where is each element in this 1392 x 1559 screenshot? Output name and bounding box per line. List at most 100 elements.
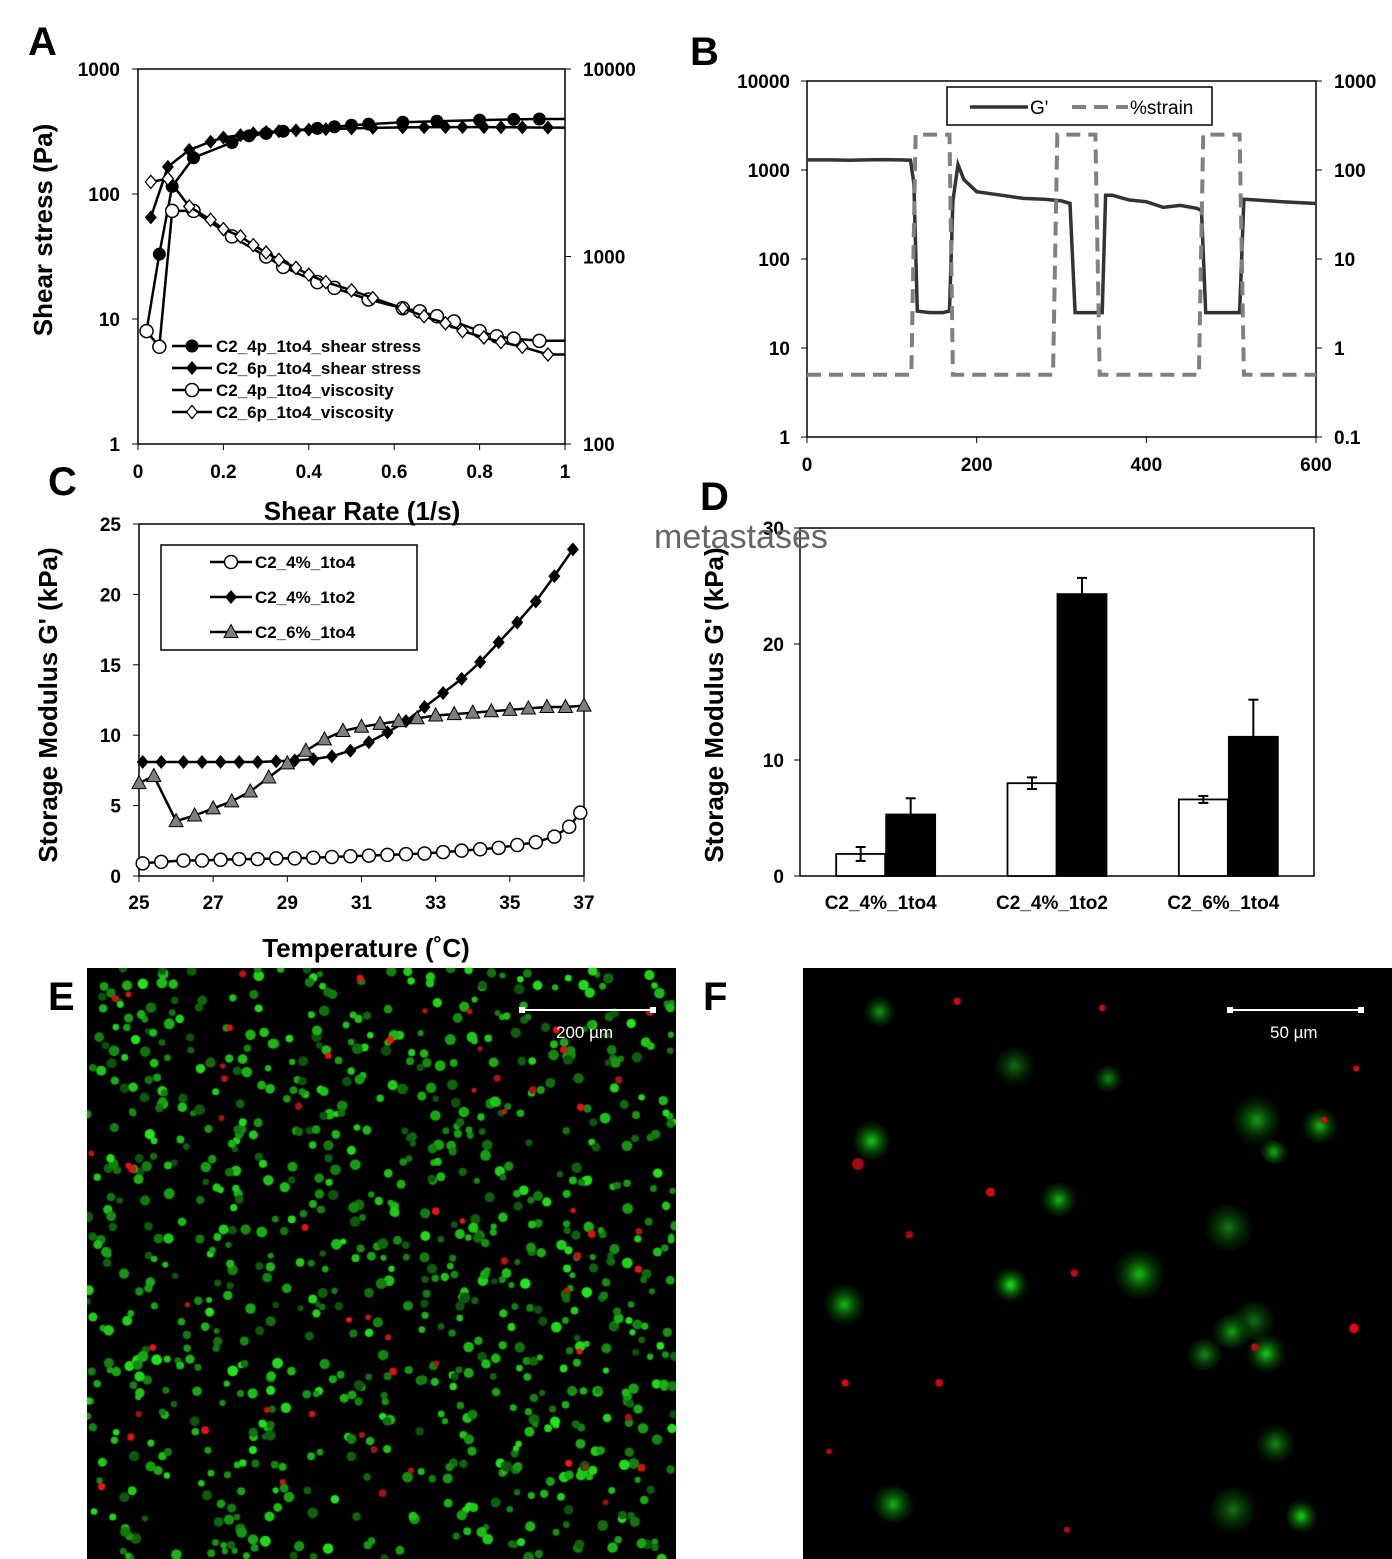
bar (885, 813, 937, 877)
x-axis-label: Temperature (˚C) (262, 933, 470, 963)
data-point (343, 849, 358, 864)
x-tick-label: 25 (128, 893, 150, 914)
x-tick-label: 400 (1130, 455, 1162, 476)
data-point (435, 844, 451, 860)
data-point (161, 171, 175, 187)
data-point (289, 260, 303, 276)
watermark-text: metastases (654, 518, 828, 556)
data-point (516, 120, 529, 135)
data-point (390, 712, 407, 728)
data-point (494, 334, 508, 350)
scale-bar-f-label: 50 µm (1270, 1023, 1318, 1042)
legend-marker (223, 554, 239, 570)
legend-label: C2_6p_1to4_viscosity (216, 403, 394, 422)
data-point (353, 718, 370, 733)
data-point (345, 121, 358, 136)
data-point (510, 837, 525, 853)
data-point (234, 128, 247, 143)
data-point (361, 848, 377, 863)
data-point (152, 247, 166, 261)
data-point (139, 323, 154, 339)
y-tick-label: 100 (758, 250, 790, 271)
data-point (298, 742, 314, 757)
data-point (272, 252, 286, 268)
panel-letter-b: B (690, 30, 719, 74)
data-point (302, 122, 315, 137)
data-point (456, 323, 469, 339)
data-point (246, 237, 260, 253)
y2-tick-label: 10 (1334, 250, 1355, 271)
data-point (131, 774, 147, 790)
y2-tick-label: 100 (1334, 161, 1366, 182)
data-point (217, 130, 230, 145)
data-point (259, 245, 273, 261)
y-tick-label: 10000 (737, 72, 790, 93)
micrograph-f: 50 µm (803, 968, 1392, 1559)
y-tick-label: 1000 (748, 161, 790, 182)
data-point (520, 699, 537, 715)
data-point (366, 120, 379, 135)
data-point (483, 702, 500, 718)
data-point (287, 851, 302, 866)
data-point (430, 114, 444, 128)
legend-marker (185, 404, 199, 420)
x-tick-label: 33 (425, 893, 446, 914)
data-point (547, 829, 562, 844)
data-point (501, 701, 518, 716)
series-line-2 (807, 132, 1316, 377)
data-point (366, 290, 380, 306)
data-point (477, 120, 490, 135)
data-point (319, 274, 333, 290)
y-axis-label: Storage Modulus G' (kPa) (699, 547, 729, 862)
data-point (217, 221, 230, 237)
data-point (396, 120, 409, 135)
data-point (136, 754, 149, 769)
legend-marker (223, 623, 239, 638)
data-point (335, 722, 351, 737)
scale-bar-e-label: 200 µm (556, 1023, 614, 1042)
legend-label: C2_4%_1to2 (255, 588, 355, 607)
data-point (194, 853, 210, 868)
data-point (507, 112, 521, 126)
data-point (233, 754, 246, 769)
y2-tick-label: 1000 (583, 248, 625, 269)
data-point (316, 730, 333, 746)
data-point (474, 654, 487, 669)
data-point (548, 569, 561, 584)
data-point (144, 210, 157, 225)
legend-marker (225, 590, 237, 604)
bar (1006, 782, 1058, 877)
x-tick-label: 0 (802, 455, 813, 476)
data-point (362, 735, 375, 750)
legend-label: G' (1030, 98, 1048, 119)
x-tick-label: 37 (573, 893, 594, 914)
data-point (439, 315, 452, 331)
data-point (225, 136, 239, 150)
data-point (289, 123, 302, 138)
series-line-1 (142, 811, 582, 865)
data-point (183, 142, 196, 157)
series-line-4 (150, 177, 565, 356)
data-point (541, 347, 555, 363)
data-point (324, 849, 340, 865)
y2-tick-label: 0.1 (1334, 428, 1361, 449)
y-tick-label: 5 (110, 797, 121, 818)
data-point (573, 805, 588, 820)
data-point (270, 754, 283, 769)
x-tick-label: 27 (203, 893, 224, 914)
x-axis-label: Shear Rate (1/s) (264, 496, 461, 526)
data-point (145, 767, 162, 783)
y-tick-label: 1 (779, 428, 790, 449)
y-tick-label: 10 (763, 751, 784, 772)
data-point (242, 782, 259, 798)
data-point (268, 851, 284, 866)
data-point (541, 120, 554, 135)
data-point (154, 854, 169, 870)
data-point (532, 333, 547, 349)
data-point (223, 792, 240, 808)
scale-bar-f (1227, 1007, 1364, 1013)
y-tick-label: 0 (110, 867, 121, 888)
data-point (344, 743, 357, 758)
data-point (196, 754, 209, 769)
panel-letter-d: D (700, 475, 729, 519)
